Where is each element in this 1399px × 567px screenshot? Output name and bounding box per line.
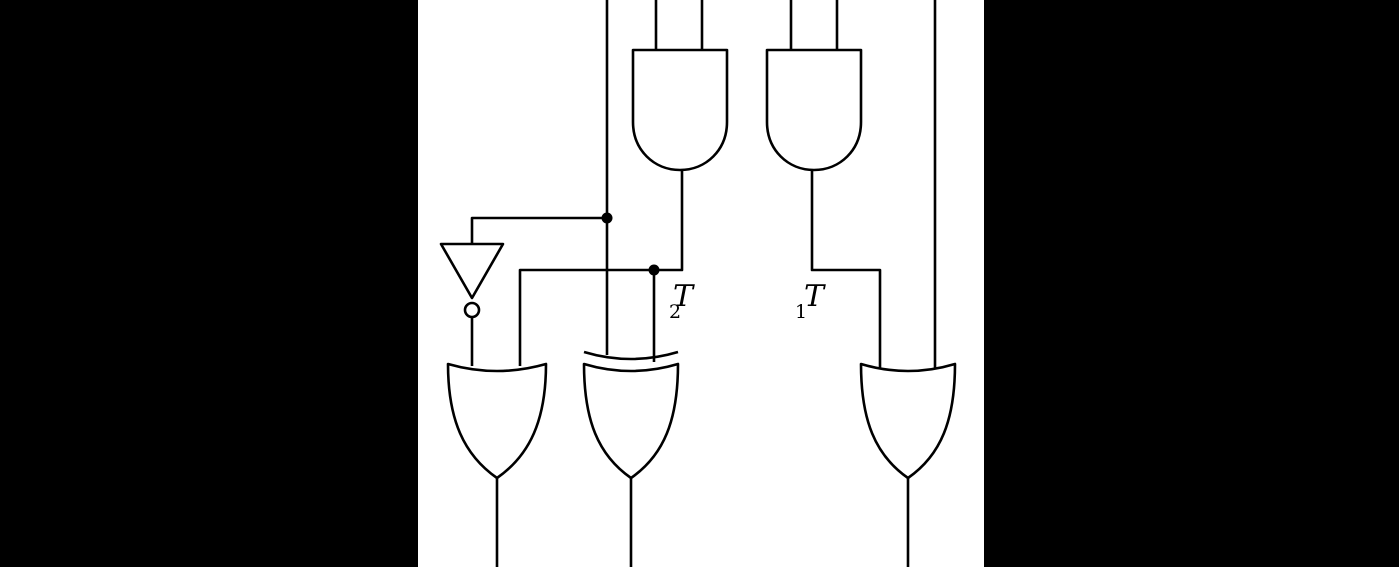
junction-dot [601,212,613,224]
label-t2: T 2 [669,279,695,323]
label-t1-main: T [804,279,826,314]
wires [470,0,937,567]
or-gate-right [859,362,957,480]
junction-dot [648,264,660,276]
label-t1: T 1 [795,279,826,323]
and-gate-right [765,48,863,172]
xor-gate [582,362,680,480]
or-gate-left [446,362,548,480]
label-t2-main: T [673,279,695,314]
and-gate-left [631,48,729,172]
wire-to-not-gate [470,216,607,244]
not-gate-bubble [463,301,481,319]
label-t1-subscript: 1 [795,301,807,323]
wire-t1 [810,170,882,368]
xor-gate-input-curve [583,350,679,361]
wire-t2 [654,170,684,272]
label-t2-subscript: 2 [669,301,681,323]
wire-t2-to-or-left [518,268,654,366]
not-gate [439,242,505,300]
